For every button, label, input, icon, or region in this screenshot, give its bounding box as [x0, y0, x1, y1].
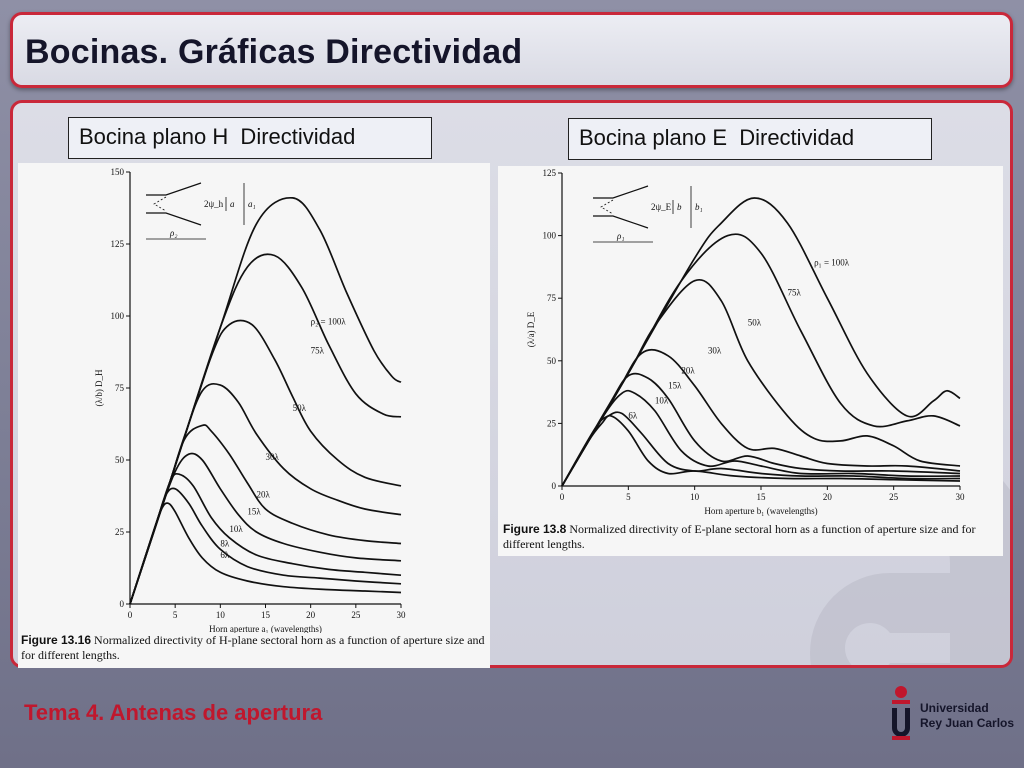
e-plane-x-tick-label: 25 — [889, 492, 899, 502]
h-plane-x-tick-label: 15 — [261, 610, 271, 620]
e-plane-label: Bocina plano E Directividad — [568, 118, 932, 160]
h-plane-y-axis-label: (λ/b) D_H — [94, 369, 104, 407]
e-plane-horn-outline — [593, 185, 649, 229]
e-plane-x-tick-label: 5 — [626, 492, 631, 502]
h-plane-horn-inset-icon: 2ψ_h a a₁ ρ₂ — [146, 182, 256, 240]
e-plane-inset-angle-label: 2ψ_E — [651, 202, 672, 212]
h-plane-series-line — [129, 487, 402, 605]
e-plane-series-line — [561, 348, 961, 487]
h-plane-chart: 0 5 10 15 20 25 30 0 25 50 75 100 125 150 Horn apertur… — [94, 167, 407, 633]
h-plane-series-line — [129, 253, 402, 605]
e-plane-series-line — [561, 197, 961, 487]
h-plane-x-tick-label: 0 — [128, 610, 133, 620]
h-plane-caption: Figure 13.16 Normalized directivity of H… — [21, 633, 487, 663]
h-plane-series-label: ρ₂ = 100λ — [311, 317, 347, 327]
h-plane-series-line — [129, 502, 402, 605]
e-plane-series-line — [561, 389, 961, 487]
e-plane-series-line — [561, 372, 961, 487]
h-plane-figure-id: Figure 13.16 — [21, 633, 92, 647]
h-plane-series-line — [129, 424, 402, 605]
h-plane-series-label: 20λ — [256, 489, 270, 499]
h-plane-inset-angle-label: 2ψ_h — [204, 199, 224, 209]
h-plane-series-label: 50λ — [293, 403, 307, 413]
h-plane-x-tick-label: 25 — [351, 610, 361, 620]
logo-line2: Rey Juan Carlos — [920, 716, 1015, 730]
e-plane-x-axis-label: Horn aperture b₁ (wavelengths) — [704, 506, 817, 516]
h-plane-y-tick-label: 150 — [111, 167, 125, 177]
e-plane-horn-throat — [600, 199, 614, 215]
e-plane-x-tick-label: 0 — [560, 492, 565, 502]
e-plane-series-line — [561, 233, 961, 487]
e-plane-series-label: 6λ — [628, 410, 638, 420]
h-plane-caption-text: Normalized directivity of H-plane sector… — [21, 633, 485, 662]
e-plane-series-label: 15λ — [668, 380, 682, 390]
e-plane-caption-text: Normalized directivity of E-plane sector… — [503, 522, 976, 551]
h-plane-series-label: 75λ — [311, 345, 325, 355]
e-plane-figure-id: Figure 13.8 — [503, 522, 567, 536]
title-bar: Bocinas. Gráficas Directividad — [10, 12, 1013, 88]
h-plane-series-line — [129, 319, 402, 605]
e-plane-y-axis-label: (λ/a) D_E — [526, 311, 536, 347]
h-plane-inset-rho-label: ρ₂ — [169, 228, 177, 238]
h-plane-series-label: 8λ — [220, 538, 230, 548]
e-plane-series-label: 75λ — [788, 288, 802, 298]
h-plane-y-tick-label: 0 — [120, 599, 125, 609]
e-plane-inset-rho-label: ρ₁ — [616, 231, 624, 241]
university-logo: Universidad Rey Juan Carlos — [886, 684, 1016, 754]
h-plane-x-tick-label: 5 — [173, 610, 178, 620]
h-plane-y-tick-label: 100 — [111, 311, 125, 321]
h-plane-y-tick-label: 75 — [115, 383, 125, 393]
footer-topic: Tema 4. Antenas de apertura — [24, 700, 323, 725]
e-plane-caption: Figure 13.8 Normalized directivity of E-… — [503, 522, 998, 552]
h-plane-figure: 0 5 10 15 20 25 30 0 25 50 75 100 125 150 Horn apertur… — [18, 163, 490, 668]
university-crest-icon — [892, 686, 910, 740]
e-plane-x-tick-label: 15 — [757, 492, 767, 502]
e-plane-inset-inner-label: b — [677, 202, 682, 212]
h-plane-x-tick-label: 10 — [216, 610, 226, 620]
h-plane-horn-throat — [153, 196, 167, 212]
h-plane-series-label: 15λ — [247, 507, 261, 517]
e-plane-series-label: 20λ — [681, 365, 695, 375]
e-plane-series-label: ρ₁ = 100λ — [814, 258, 850, 268]
e-plane-y-tick-label: 100 — [543, 231, 557, 241]
e-plane-y-tick-label: 75 — [547, 293, 557, 303]
h-plane-label: Bocina plano H Directividad — [68, 117, 432, 159]
e-plane-y-tick-label: 125 — [543, 168, 557, 178]
e-plane-series-label: 50λ — [748, 318, 762, 328]
e-plane-series-line — [561, 414, 961, 487]
e-plane-y-tick-label: 0 — [552, 481, 557, 491]
h-plane-series-label: 10λ — [229, 524, 243, 534]
h-plane-y-tick-label: 50 — [115, 455, 125, 465]
h-plane-x-axis-label: Horn aperture a₁ (wavelengths) — [209, 624, 322, 633]
e-plane-series-label: 30λ — [708, 345, 722, 355]
h-plane-series-line — [129, 197, 402, 605]
e-plane-y-tick-label: 50 — [547, 356, 557, 366]
h-plane-series-label: 30λ — [266, 452, 280, 462]
e-plane-chart: 0 5 10 15 20 25 30 0 25 50 75 100 125 Horn aperture b… — [526, 168, 966, 516]
slide-title: Bocinas. Gráficas Directividad — [25, 33, 523, 71]
h-plane-inset-outer-label: a₁ — [248, 199, 256, 209]
e-plane-series-line — [561, 278, 961, 487]
h-plane-x-tick-label: 30 — [397, 610, 407, 620]
e-plane-x-tick-label: 20 — [823, 492, 833, 502]
h-plane-inset-inner-label: a — [230, 199, 235, 209]
h-plane-y-tick-label: 125 — [111, 239, 125, 249]
e-plane-inset-outer-label: b₁ — [695, 202, 703, 212]
logo-line1: Universidad — [920, 701, 989, 715]
e-plane-x-tick-label: 30 — [956, 492, 966, 502]
h-plane-series-label: 6λ — [220, 550, 230, 560]
e-plane-y-tick-label: 25 — [547, 418, 557, 428]
e-plane-x-tick-label: 10 — [690, 492, 700, 502]
h-plane-horn-outline — [146, 182, 202, 226]
e-plane-series-label: 10λ — [655, 395, 669, 405]
h-plane-series-line — [129, 472, 402, 605]
h-plane-y-tick-label: 25 — [115, 527, 125, 537]
e-plane-figure: 0 5 10 15 20 25 30 0 25 50 75 100 125 Horn aperture b… — [498, 166, 1003, 556]
e-plane-horn-inset-icon: 2ψ_E b b₁ ρ₁ — [593, 185, 703, 243]
h-plane-x-tick-label: 20 — [306, 610, 316, 620]
